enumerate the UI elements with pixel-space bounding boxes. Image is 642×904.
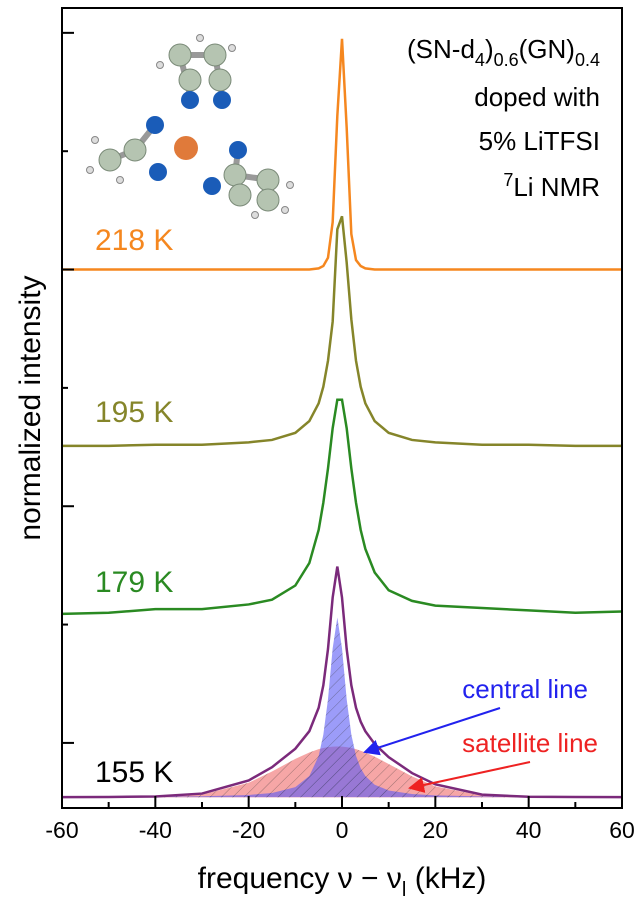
- x-tick-label: -60: [45, 817, 78, 843]
- line: [62, 215, 622, 448]
- series-label: 195 K: [95, 396, 173, 429]
- y-axis-label: normalized intensity: [14, 275, 47, 540]
- title-part: (GN): [519, 34, 575, 64]
- title-part: 0.6: [494, 50, 519, 70]
- title-part: (SN-d: [407, 34, 475, 64]
- line: [62, 38, 622, 271]
- x-tick-label: 20: [423, 817, 449, 843]
- title-part: 0.4: [575, 50, 600, 70]
- series-label: satellite line: [462, 728, 598, 758]
- x-tick-label: -20: [232, 817, 265, 843]
- title-part: 4: [475, 50, 485, 70]
- x-label-part: frequency ν − ν: [198, 862, 402, 895]
- x-label-part: l: [402, 879, 406, 899]
- annotation: 5% LiTFSI: [479, 126, 600, 156]
- line: [61, 566, 623, 799]
- annotation-arrow: [363, 707, 501, 756]
- series-label: 155 K: [95, 756, 173, 789]
- title: (SN-d4)0.6(GN)0.4: [407, 34, 600, 70]
- annotation-arrow: [408, 761, 531, 793]
- nmr-part: 7: [503, 170, 513, 190]
- x-tick-label: -40: [139, 817, 172, 843]
- nmr-part: Li NMR: [513, 172, 600, 202]
- series-label: 179 K: [95, 566, 173, 599]
- x-tick-label: 40: [516, 817, 542, 843]
- x-tick-label: 0: [336, 817, 349, 843]
- molecule-illustration: [86, 34, 294, 219]
- x-label-part: (kHz): [406, 862, 486, 895]
- series-label: central line: [462, 674, 588, 704]
- nmr-label: 7Li NMR: [503, 170, 600, 202]
- x-tick-label: 60: [609, 817, 635, 843]
- area-hatch: [62, 617, 622, 798]
- series-label: 218 K: [95, 224, 173, 257]
- line: [61, 398, 623, 616]
- annotation: doped with: [474, 82, 600, 112]
- x-axis-label: frequency ν − νl (kHz): [198, 862, 487, 899]
- title-part: ): [485, 34, 494, 64]
